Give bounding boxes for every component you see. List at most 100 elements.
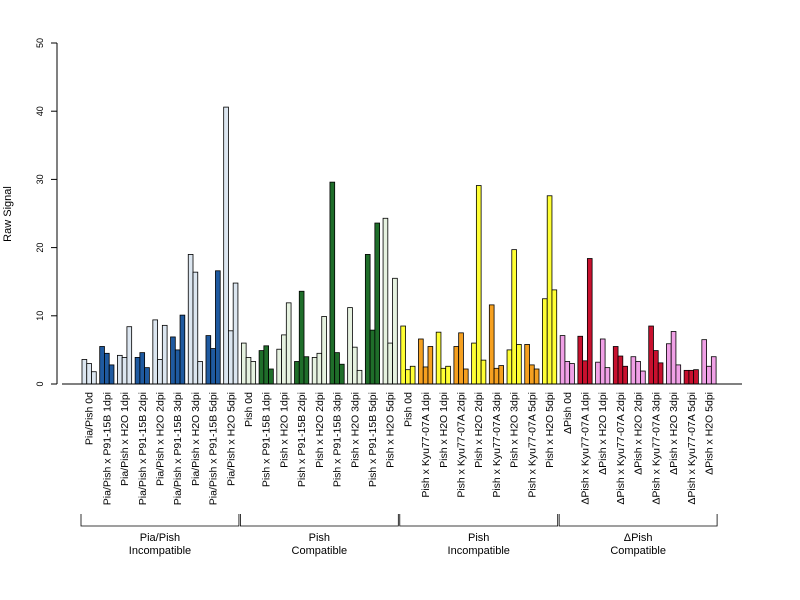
x-tick-label: Pia/Pish x P91-15B 3dpi bbox=[172, 392, 184, 505]
bar bbox=[316, 352, 323, 385]
x-tick-label: Pia/Pish x P91-15B 2dpi bbox=[137, 392, 149, 505]
x-tick-label: Pish 0d bbox=[402, 392, 414, 427]
bar bbox=[369, 329, 376, 385]
bar bbox=[144, 367, 150, 385]
x-tick-label: ΔPish x H2O 1dpi bbox=[597, 392, 609, 475]
bar bbox=[422, 366, 429, 385]
bar bbox=[351, 346, 358, 385]
bar bbox=[258, 350, 265, 385]
y-tick-label: 0 bbox=[35, 381, 45, 386]
bar bbox=[612, 346, 619, 385]
bar bbox=[533, 368, 540, 385]
bar bbox=[192, 271, 199, 385]
bar bbox=[516, 344, 522, 385]
bar bbox=[506, 349, 513, 385]
x-tick-label: Pish x H2O 3dpi bbox=[509, 392, 521, 468]
bar bbox=[134, 357, 141, 385]
bar bbox=[276, 348, 282, 385]
bar bbox=[215, 270, 221, 385]
bar bbox=[400, 325, 406, 385]
y-tick-label: 20 bbox=[35, 243, 45, 253]
bar bbox=[356, 369, 363, 385]
x-tick-label: Pish x H2O 2dpi bbox=[473, 392, 485, 468]
bar bbox=[197, 361, 203, 385]
bar bbox=[475, 185, 482, 385]
x-tick-labels: Pia/Pish 0d Pia/Pish x P91-15B 1dpi Pia/Pi… bbox=[84, 392, 716, 505]
x-tick-label: Pish x Kyu77-07A 3dpi bbox=[491, 392, 503, 498]
bar bbox=[617, 355, 624, 385]
bar bbox=[498, 365, 504, 385]
group-brackets: Pia/PishIncompatiblePishCompatiblePishIn… bbox=[80, 514, 718, 557]
x-tick-label: Pish x H2O 1dpi bbox=[278, 392, 290, 468]
bar bbox=[104, 352, 110, 385]
bar bbox=[250, 361, 257, 385]
bar bbox=[298, 290, 305, 385]
bar bbox=[418, 338, 424, 385]
x-tick-label: Pish x P91-15B 3dpi bbox=[332, 392, 344, 487]
bar bbox=[228, 330, 234, 385]
bar bbox=[205, 335, 212, 385]
bar bbox=[435, 331, 442, 385]
bar bbox=[458, 332, 464, 385]
bar bbox=[339, 363, 345, 385]
bar bbox=[445, 365, 451, 385]
bar bbox=[152, 319, 158, 385]
bar bbox=[640, 370, 646, 385]
x-tick-label: Pish x Kyu77-07A 2dpi bbox=[456, 392, 468, 498]
bar bbox=[546, 195, 553, 385]
group-label: Pish bbox=[309, 532, 330, 544]
bar bbox=[409, 365, 416, 385]
bar bbox=[240, 342, 247, 385]
bar bbox=[392, 277, 398, 385]
x-tick-label: Pish x P91-15B 1dpi bbox=[261, 392, 273, 487]
y-tick-label: 40 bbox=[35, 106, 45, 116]
x-tick-label: Pish x P91-15B 2dpi bbox=[296, 392, 308, 487]
bar bbox=[232, 282, 239, 385]
bar bbox=[648, 325, 654, 385]
bar bbox=[488, 304, 495, 385]
group-sublabel: Incompatible bbox=[129, 545, 191, 557]
group-sublabel: Incompatible bbox=[448, 545, 510, 557]
bar bbox=[329, 181, 336, 385]
y-axis: 0 10 20 30 40 50 bbox=[35, 38, 58, 387]
bar bbox=[463, 368, 469, 385]
bar bbox=[706, 365, 712, 385]
x-tick-label: ΔPish x Kyu77-07A 5dpi bbox=[686, 392, 698, 505]
x-tick-label: Pia/Pish 0d bbox=[84, 392, 96, 445]
bar bbox=[710, 356, 717, 385]
x-tick-label: Pish x H2O 5dpi bbox=[385, 392, 397, 468]
bar bbox=[117, 354, 123, 385]
bar bbox=[263, 345, 270, 385]
bar bbox=[630, 356, 637, 385]
x-tick-label: Pish x H2O 5dpi bbox=[544, 392, 556, 468]
bar bbox=[604, 367, 611, 385]
bar bbox=[81, 359, 88, 385]
bar bbox=[321, 316, 327, 385]
bar bbox=[91, 371, 97, 385]
bar bbox=[121, 357, 128, 385]
bar bbox=[99, 346, 105, 385]
bar bbox=[108, 364, 115, 385]
bar bbox=[334, 352, 340, 385]
bar bbox=[170, 336, 176, 385]
bar bbox=[480, 359, 487, 385]
group-bracket bbox=[239, 514, 399, 527]
x-tick-label: ΔPish x Kyu77-07A 2dpi bbox=[615, 392, 627, 505]
bar bbox=[471, 342, 477, 385]
bar bbox=[666, 343, 672, 385]
bar bbox=[174, 349, 181, 385]
x-tick-label: Pish x H2O 1dpi bbox=[438, 392, 450, 468]
x-tick-label: Pish x H2O 3dpi bbox=[349, 392, 361, 468]
bar bbox=[294, 361, 300, 385]
bar bbox=[223, 106, 229, 385]
bar bbox=[281, 334, 287, 385]
y-tick-label: 10 bbox=[35, 311, 45, 321]
bar bbox=[382, 217, 389, 385]
bar bbox=[179, 314, 186, 385]
bar bbox=[187, 254, 194, 385]
bar bbox=[524, 344, 530, 385]
group-bracket bbox=[399, 514, 559, 527]
bar bbox=[599, 338, 606, 385]
group-sublabel: Compatible bbox=[292, 545, 348, 557]
x-tick-label: Pish x Kyu77-07A 1dpi bbox=[420, 392, 432, 498]
